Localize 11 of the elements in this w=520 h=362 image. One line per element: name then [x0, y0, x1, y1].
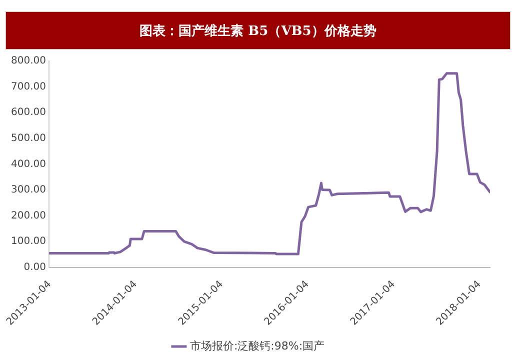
y-tick-label: 500.00 — [10, 133, 46, 144]
y-tick-label: 300.00 — [10, 184, 46, 196]
y-tick-label: 100.00 — [10, 236, 46, 248]
chart-title: 图表：国产维生素 B5（VB5）价格走势 — [5, 11, 511, 50]
legend-label: 市场报价:泛酸钙:98%:国产 — [190, 339, 325, 352]
y-tick-label: 200.00 — [10, 210, 46, 222]
y-tick-label: 0.00 — [24, 262, 46, 274]
y-tick-label: 700.00 — [10, 81, 46, 92]
y-tick-label: 600.00 — [10, 107, 46, 118]
y-tick-label: 800.00 — [10, 56, 46, 67]
y-tick-label: 400.00 — [10, 158, 46, 170]
